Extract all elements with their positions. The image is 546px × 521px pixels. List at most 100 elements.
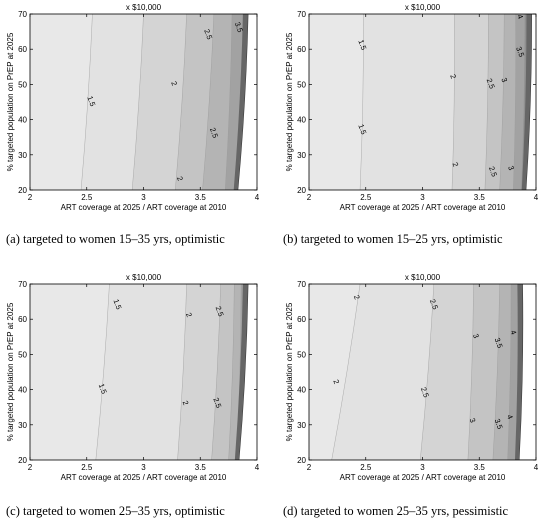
chart-title: x $10,000 (126, 3, 162, 12)
contour-rim (233, 14, 248, 190)
x-tick-label: 3.5 (474, 193, 486, 202)
x-tick-label: 2 (28, 463, 33, 472)
contour-panel: 1.5 1.5 2 2 2.5 2.5 2 2.5 3 3.5 4 20 30 40 50 60 70 x $10… (6, 273, 260, 518)
contour-label: 1.5 (356, 38, 368, 51)
x-tick-label: 3 (141, 193, 146, 202)
y-tick-label: 30 (18, 151, 27, 160)
contour-label: 3.5 (493, 418, 505, 431)
x-tick-label: 2.5 (360, 193, 372, 202)
contour-bands (309, 284, 536, 460)
y-tick-label: 30 (297, 151, 306, 160)
x-tick-label: 3 (141, 463, 146, 472)
chart-title: x $10,000 (405, 273, 441, 282)
contour-rim (234, 284, 248, 460)
y-tick-label: 70 (18, 280, 27, 289)
contour-label: 2 (331, 378, 341, 385)
x-tick-label: 4 (534, 193, 539, 202)
contour-label: 3.5 (514, 45, 526, 58)
contour-panel: 1.5 2 2 2.5 2.5 3.5 2 2.5 3 3.5 4 20 30 40 50 60 70 x $10… (6, 3, 260, 246)
x-tick-label: 3.5 (195, 193, 207, 202)
x-axis-label: ART coverage at 2025 / ART coverage at 2… (340, 203, 506, 212)
x-tick-label: 2 (307, 463, 312, 472)
x-tick-label: 2 (28, 193, 33, 202)
y-tick-label: 60 (297, 315, 306, 324)
x-tick-label: 3.5 (195, 463, 207, 472)
contour-label: 2.5 (211, 396, 223, 409)
x-tick-label: 4 (255, 193, 260, 202)
x-tick-label: 4 (534, 463, 539, 472)
y-tick-label: 50 (297, 350, 306, 359)
contour-label: 2.5 (419, 386, 431, 399)
x-axis-label: ART coverage at 2025 / ART coverage at 2… (61, 473, 227, 482)
chart-title: x $10,000 (405, 3, 441, 12)
contour-label: 4 (508, 329, 518, 336)
x-tick-label: 3 (420, 463, 425, 472)
contour-label: 1.5 (111, 298, 123, 311)
contour-label: 1.5 (97, 382, 109, 395)
y-axis-label: % targeted population on PrEP at 2025 (6, 32, 15, 171)
y-tick-label: 40 (297, 386, 306, 395)
x-tick-label: 2 (307, 193, 312, 202)
y-tick-label: 60 (18, 315, 27, 324)
contour-label: 2 (184, 311, 194, 318)
contour-label: 2.5 (202, 28, 214, 41)
subfigure-caption: (d) targeted to women 25–35 yrs, pessimi… (283, 504, 509, 518)
contour-label: 1.5 (85, 95, 97, 108)
contour-label: 2.5 (208, 126, 220, 139)
x-axis-label: ART coverage at 2025 / ART coverage at 2… (340, 473, 506, 482)
contour-label: 2.5 (487, 165, 499, 178)
x-axis-label: ART coverage at 2025 / ART coverage at 2… (61, 203, 227, 212)
contour-label: 3.5 (233, 21, 245, 34)
contour-bands (30, 284, 257, 460)
contour-label: 2 (352, 294, 362, 301)
contour-label: 2 (175, 175, 185, 182)
x-tick-label: 3.5 (474, 463, 486, 472)
subfigure-caption: (c) targeted to women 25–35 yrs, optimis… (6, 504, 225, 518)
contour-label: 3 (499, 77, 509, 84)
contour-label: 4 (505, 413, 515, 420)
y-tick-label: 40 (18, 386, 27, 395)
y-tick-label: 30 (18, 421, 27, 430)
contour-bands (309, 14, 536, 190)
y-axis-label: % targeted population on PrEP at 2025 (6, 302, 15, 441)
y-tick-label: 20 (297, 456, 306, 465)
contour-label: 3.5 (493, 337, 505, 350)
y-tick-label: 50 (297, 80, 306, 89)
contour-rim (521, 14, 532, 190)
contour-rim (514, 284, 523, 460)
x-tick-label: 2.5 (81, 193, 93, 202)
y-tick-label: 40 (297, 116, 306, 125)
contour-label: 2.5 (485, 77, 497, 90)
y-tick-label: 70 (297, 280, 306, 289)
contour-label: 2.5 (214, 305, 226, 318)
contour-label: 2 (451, 161, 461, 168)
contour-label: 3 (468, 417, 478, 424)
y-tick-label: 30 (297, 421, 306, 430)
contour-label: 1.5 (356, 123, 368, 136)
contour-label: 2.5 (428, 298, 440, 311)
y-tick-label: 20 (18, 186, 27, 195)
contour-label: 3 (471, 332, 481, 339)
subfigure-caption: (a) targeted to women 15–35 yrs, optimis… (6, 232, 225, 246)
x-tick-label: 2.5 (81, 463, 93, 472)
y-tick-label: 70 (297, 10, 306, 19)
x-tick-label: 4 (255, 463, 260, 472)
contour-label: 2 (181, 399, 191, 406)
x-tick-label: 3 (420, 193, 425, 202)
x-tick-label: 2.5 (360, 463, 372, 472)
y-axis-label: % targeted population on PrEP at 2025 (285, 32, 294, 171)
contour-bands (30, 14, 257, 190)
y-tick-label: 60 (18, 45, 27, 54)
y-axis-label: % targeted population on PrEP at 2025 (285, 302, 294, 441)
y-tick-label: 20 (18, 456, 27, 465)
contour-label: 3 (506, 165, 516, 172)
subfigure-caption: (b) targeted to women 15–25 yrs, optimis… (283, 232, 503, 246)
y-tick-label: 40 (18, 116, 27, 125)
contour-label: 4 (515, 13, 525, 20)
y-tick-label: 20 (297, 186, 306, 195)
y-tick-label: 50 (18, 350, 27, 359)
y-tick-label: 50 (18, 80, 27, 89)
